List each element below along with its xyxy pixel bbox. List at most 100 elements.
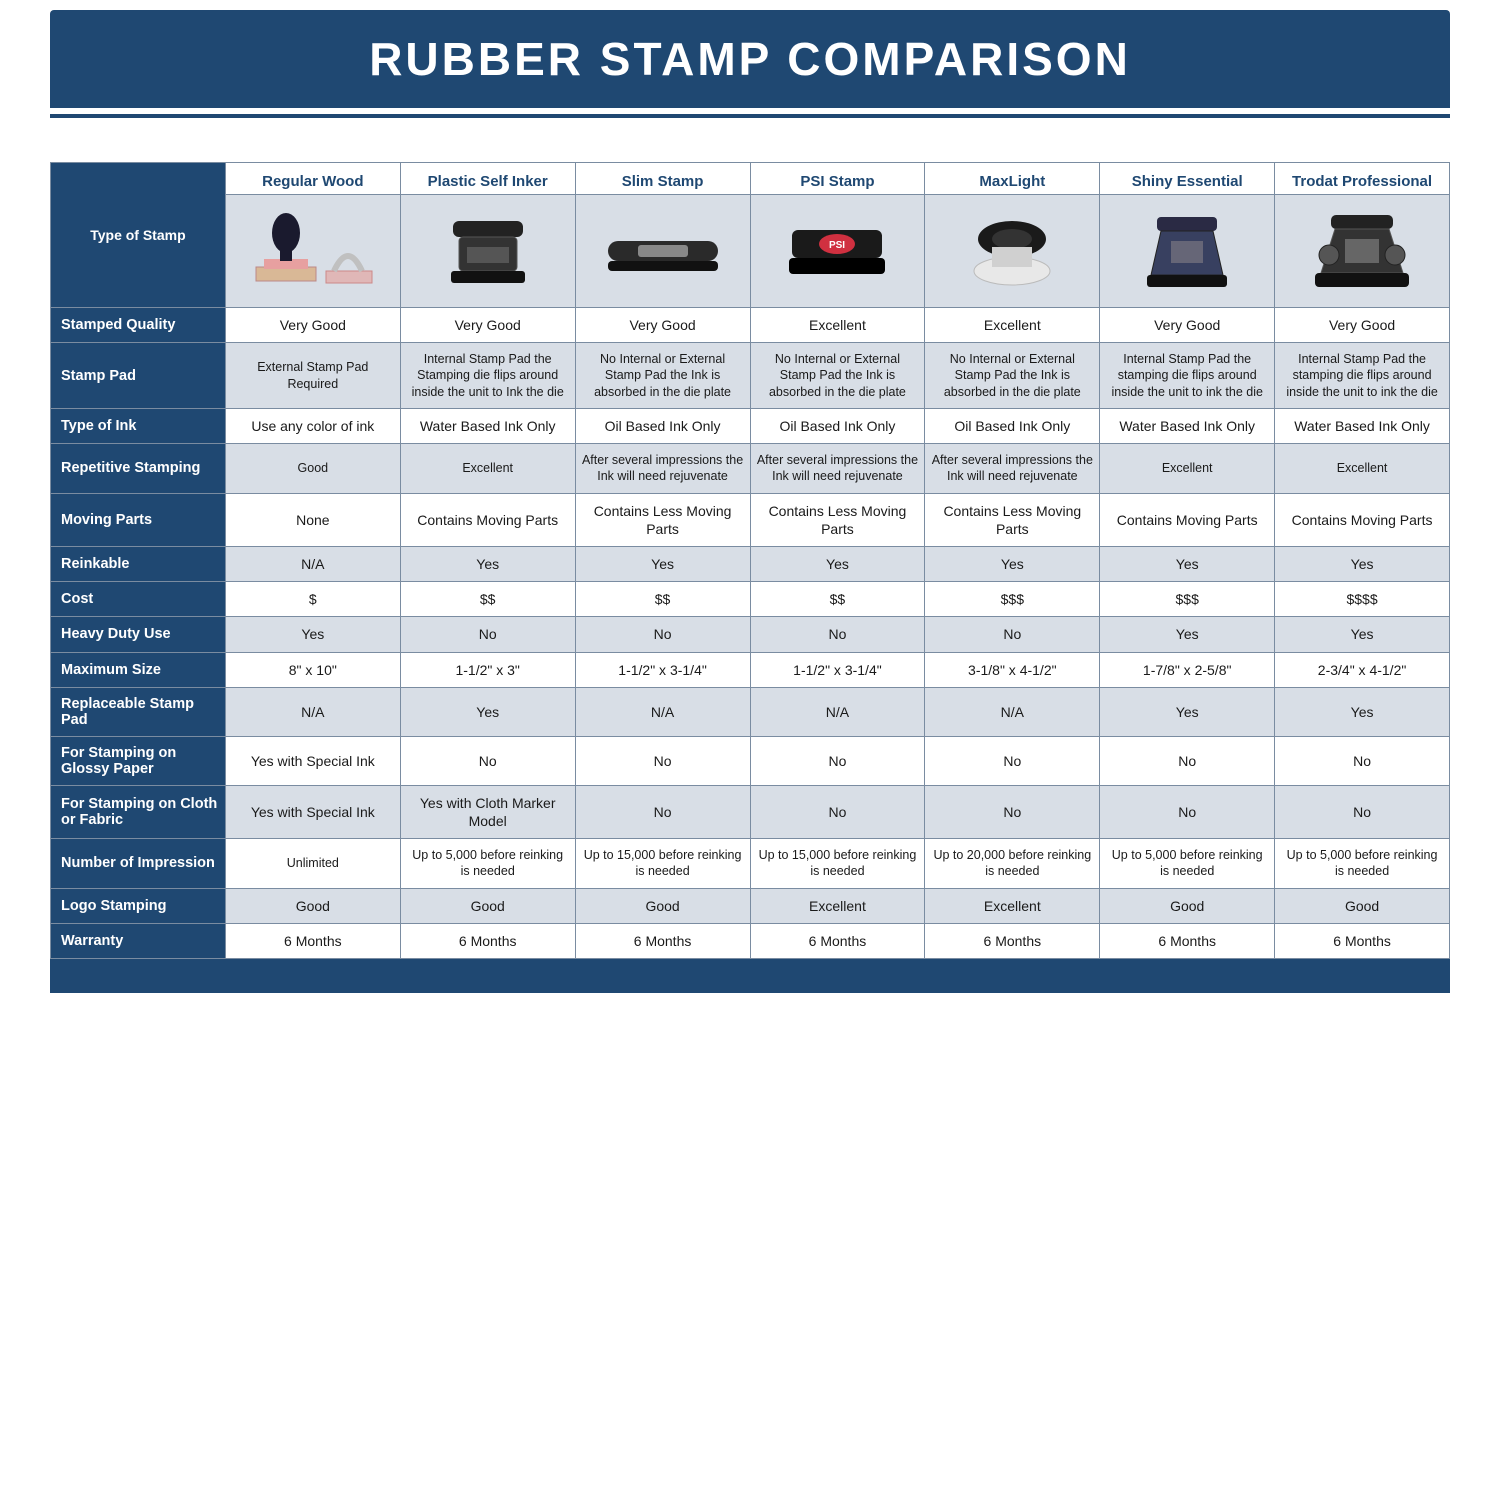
title-bar: RUBBER STAMP COMPARISON [50,10,1450,108]
cell-cost-slim_stamp: $$ [575,582,750,617]
cell-heavy_duty-shiny_essential: Yes [1100,617,1275,652]
cell-glossy-psi_stamp: No [750,736,925,785]
stamp-image-slim [575,195,750,308]
cell-repetitive-regular_wood: Good [225,444,400,494]
title-underline [50,114,1450,124]
row-label-reinkable: Reinkable [51,547,226,582]
plastic-self-inker-icon [433,211,543,291]
table-row: Number of ImpressionUnlimited Up to 5,000… [51,839,1450,889]
row-label-repetitive: Repetitive Stamping [51,444,226,494]
table-row: Moving PartsNoneContains Moving PartsCon… [51,493,1450,546]
cell-type_of_ink-plastic_self_inker: Water Based Ink Only [400,408,575,443]
row-label-max_size: Maximum Size [51,652,226,687]
cell-max_size-trodat_professional: 2-3/4" x 4-1/2" [1275,652,1450,687]
cell-stamp_pad-psi_stamp: No Internal or External Stamp Pad the In… [750,343,925,409]
table-row: Logo StampingGoodGoodGoodExcellentExcell… [51,888,1450,923]
cell-warranty-psi_stamp: 6 Months [750,923,925,958]
page-title: RUBBER STAMP COMPARISON [50,32,1450,86]
cell-max_size-psi_stamp: 1-1/2" x 3-1/4" [750,652,925,687]
table-row: Type of InkUse any color of inkWater Bas… [51,408,1450,443]
cell-impressions-trodat_professional: Up to 5,000 before reinking is needed [1275,839,1450,889]
cell-repetitive-maxlight: After several impressions the Ink will n… [925,444,1100,494]
col-head: Plastic Self Inker [400,163,575,195]
stamp-image-maxlight [925,195,1100,308]
cell-moving_parts-shiny_essential: Contains Moving Parts [1100,493,1275,546]
table-row: Warranty6 Months6 Months6 Months6 Months… [51,923,1450,958]
row-label-cost: Cost [51,582,226,617]
cell-repetitive-shiny_essential: Excellent [1100,444,1275,494]
cell-fabric-maxlight: No [925,785,1100,838]
cell-stamp_pad-plastic_self_inker: Internal Stamp Pad the Stamping die flip… [400,343,575,409]
cell-stamped_quality-regular_wood: Very Good [225,308,400,343]
table-body: Stamped QualityVery GoodVery GoodVery Go… [51,308,1450,959]
col-head: Regular Wood [225,163,400,195]
cell-moving_parts-regular_wood: None [225,493,400,546]
cell-warranty-slim_stamp: 6 Months [575,923,750,958]
slim-stamp-icon [598,221,728,281]
table-row: Repetitive StampingGoodExcellentAfter se… [51,444,1450,494]
cell-type_of_ink-maxlight: Oil Based Ink Only [925,408,1100,443]
cell-replace_pad-plastic_self_inker: Yes [400,687,575,736]
cell-type_of_ink-slim_stamp: Oil Based Ink Only [575,408,750,443]
cell-stamped_quality-psi_stamp: Excellent [750,308,925,343]
cell-stamped_quality-maxlight: Excellent [925,308,1100,343]
cell-replace_pad-maxlight: N/A [925,687,1100,736]
cell-replace_pad-trodat_professional: Yes [1275,687,1450,736]
cell-logo-maxlight: Excellent [925,888,1100,923]
row-label-warranty: Warranty [51,923,226,958]
cell-impressions-maxlight: Up to 20,000 before reinking is needed [925,839,1100,889]
cell-replace_pad-shiny_essential: Yes [1100,687,1275,736]
cell-cost-shiny_essential: $$$ [1100,582,1275,617]
col-head: Trodat Professional [1275,163,1450,195]
cell-reinkable-shiny_essential: Yes [1100,547,1275,582]
cell-logo-plastic_self_inker: Good [400,888,575,923]
spacer [50,124,1450,162]
cell-replace_pad-regular_wood: N/A [225,687,400,736]
table-row: Heavy Duty UseYesNoNoNoNoYesYes [51,617,1450,652]
cell-impressions-psi_stamp: Up to 15,000 before reinking is needed [750,839,925,889]
header-row: Type of Stamp Regular Wood Plastic Self … [51,163,1450,195]
table-row: Stamped QualityVery GoodVery GoodVery Go… [51,308,1450,343]
cell-glossy-trodat_professional: No [1275,736,1450,785]
cell-cost-maxlight: $$$ [925,582,1100,617]
cell-glossy-regular_wood: Yes with Special Ink [225,736,400,785]
col-head: Shiny Essential [1100,163,1275,195]
cell-cost-trodat_professional: $$$$ [1275,582,1450,617]
cell-type_of_ink-trodat_professional: Water Based Ink Only [1275,408,1450,443]
cell-moving_parts-psi_stamp: Contains Less Moving Parts [750,493,925,546]
cell-moving_parts-slim_stamp: Contains Less Moving Parts [575,493,750,546]
comparison-page: RUBBER STAMP COMPARISON Type of Stamp Re… [0,0,1500,1500]
cell-warranty-maxlight: 6 Months [925,923,1100,958]
cell-logo-slim_stamp: Good [575,888,750,923]
svg-text:PSI: PSI [829,240,845,251]
row-label-logo: Logo Stamping [51,888,226,923]
cell-glossy-plastic_self_inker: No [400,736,575,785]
col-head: PSI Stamp [750,163,925,195]
stamp-image-plastic [400,195,575,308]
stamp-image-trodat [1275,195,1450,308]
row-label-impressions: Number of Impression [51,839,226,889]
cell-reinkable-maxlight: Yes [925,547,1100,582]
table-row: For Stamping on Glossy PaperYes with Spe… [51,736,1450,785]
row-label-stamp_pad: Stamp Pad [51,343,226,409]
cell-stamped_quality-shiny_essential: Very Good [1100,308,1275,343]
cell-impressions-regular_wood: Unlimited [225,839,400,889]
cell-logo-shiny_essential: Good [1100,888,1275,923]
cell-warranty-plastic_self_inker: 6 Months [400,923,575,958]
cell-moving_parts-maxlight: Contains Less Moving Parts [925,493,1100,546]
cell-repetitive-trodat_professional: Excellent [1275,444,1450,494]
cell-repetitive-plastic_self_inker: Excellent [400,444,575,494]
row-label-type_of_ink: Type of Ink [51,408,226,443]
cell-logo-psi_stamp: Excellent [750,888,925,923]
cell-type_of_ink-regular_wood: Use any color of ink [225,408,400,443]
cell-stamp_pad-slim_stamp: No Internal or External Stamp Pad the In… [575,343,750,409]
trodat-professional-icon [1307,209,1417,293]
cell-max_size-plastic_self_inker: 1-1/2" x 3" [400,652,575,687]
cell-heavy_duty-regular_wood: Yes [225,617,400,652]
cell-max_size-maxlight: 3-1/8" x 4-1/2" [925,652,1100,687]
maxlight-icon [962,211,1062,291]
cell-moving_parts-plastic_self_inker: Contains Moving Parts [400,493,575,546]
cell-stamp_pad-trodat_professional: Internal Stamp Pad the stamping die flip… [1275,343,1450,409]
cell-type_of_ink-shiny_essential: Water Based Ink Only [1100,408,1275,443]
shiny-essential-icon [1137,209,1237,293]
